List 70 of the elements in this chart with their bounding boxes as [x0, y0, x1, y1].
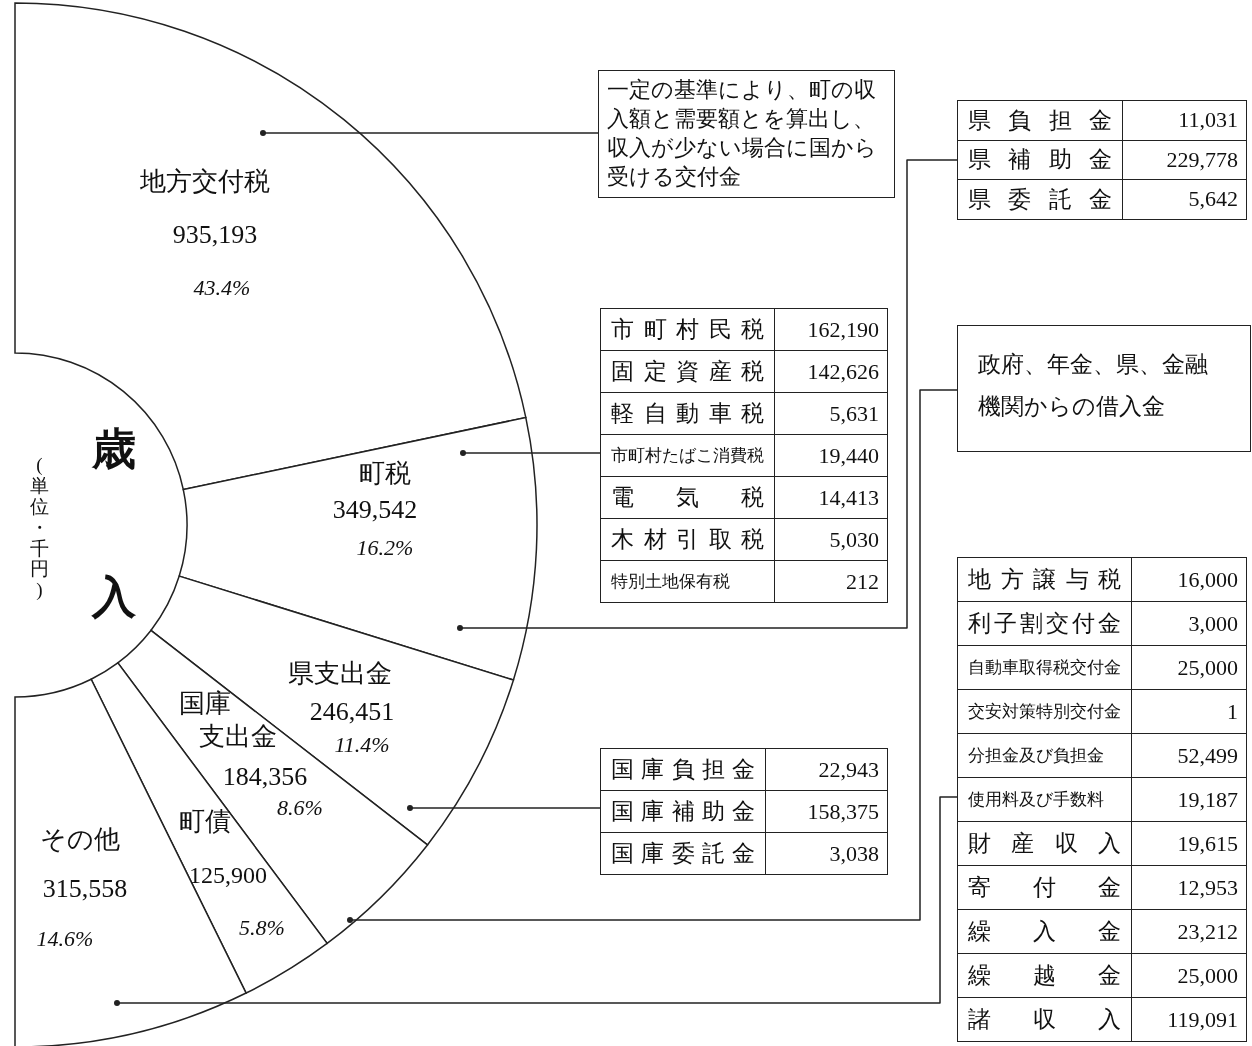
text: 25,000: [1131, 645, 1247, 690]
text: 交安対策特別交付金: [957, 689, 1132, 734]
text: 5,631: [774, 392, 888, 435]
text: 246,451: [309, 697, 395, 726]
data-label: 5.8%: [239, 915, 285, 940]
text: 繰越金: [957, 953, 1132, 998]
text: 935,193: [172, 220, 258, 249]
text: 52,499: [1131, 733, 1247, 778]
text: 1: [1131, 689, 1247, 734]
text: 229,778: [1122, 140, 1247, 180]
text: 自動車取得税交付金: [957, 645, 1132, 690]
text: 分担金及び負担金: [957, 733, 1132, 778]
text: 財産収入: [957, 821, 1132, 866]
text: 県委託金: [957, 179, 1123, 219]
text: 349,542: [332, 495, 418, 524]
text: 特別土地保有税: [600, 560, 775, 603]
text: 木材引取税: [600, 518, 775, 561]
text: 19,615: [1131, 821, 1247, 866]
text: 国庫委託金: [600, 832, 766, 875]
text: 政府、年金、県、金融機関からの借入金: [957, 325, 1251, 452]
text: 地方譲与税: [957, 557, 1132, 602]
text: 25,000: [1131, 953, 1247, 998]
slice-label: 国庫支出金: [179, 689, 277, 751]
data-label: 43.4%: [193, 275, 251, 300]
text: 市町村民税: [600, 308, 775, 351]
data-label: 11.4%: [334, 732, 390, 757]
text: (単位・千円): [30, 454, 49, 602]
text: 軽自動車税: [600, 392, 775, 435]
data-label: 14.6%: [36, 926, 94, 951]
legend-label: 地方交付税: [139, 167, 270, 196]
text: 5,642: [1122, 179, 1247, 219]
text: 一定の基準により、町の収入額と需要額とを算出し、収入が少ない場合に国から受ける交付金: [598, 70, 895, 198]
text: 16,000: [1131, 557, 1247, 602]
text: 125,900: [189, 862, 267, 888]
text: 使用料及び手数料: [957, 777, 1132, 822]
text: 162,190: [774, 308, 888, 351]
data-label: 16.2%: [356, 535, 414, 560]
text: 5,030: [774, 518, 888, 561]
text: 315,558: [42, 874, 128, 903]
text: 142,626: [774, 350, 888, 393]
text: 212: [774, 560, 888, 603]
text: 14,413: [774, 476, 888, 519]
text: 158,375: [765, 790, 888, 833]
slice-label: 町債: [179, 807, 231, 836]
text: 11,031: [1122, 100, 1247, 140]
text: 利子割交付金: [957, 601, 1132, 646]
text: 繰入金: [957, 909, 1132, 954]
text: 184,356: [222, 762, 308, 791]
text: 119,091: [1131, 997, 1247, 1042]
text: 19,440: [774, 434, 888, 477]
text: 電気税: [600, 476, 775, 519]
text: 寄付金: [957, 865, 1132, 910]
text: 県負担金: [957, 100, 1123, 140]
text: 国庫負担金: [600, 748, 766, 791]
text: 県補助金: [957, 140, 1123, 180]
text: 12,953: [1131, 865, 1247, 910]
slice-label: 県支出金: [288, 659, 392, 688]
data-label: 8.6%: [277, 795, 323, 820]
text: 23,212: [1131, 909, 1247, 954]
text: 22,943: [765, 748, 888, 791]
text: 市町村たばこ消費税: [600, 434, 775, 477]
text: 3,038: [765, 832, 888, 875]
chart-title: 歳入: [92, 423, 136, 623]
text: 国庫補助金: [600, 790, 766, 833]
text: 固定資産税: [600, 350, 775, 393]
text: 3,000: [1131, 601, 1247, 646]
text: 諸収入: [957, 997, 1132, 1042]
slice-label: その他: [40, 825, 120, 854]
text: 19,187: [1131, 777, 1247, 822]
slice-label: 町税: [359, 459, 411, 488]
